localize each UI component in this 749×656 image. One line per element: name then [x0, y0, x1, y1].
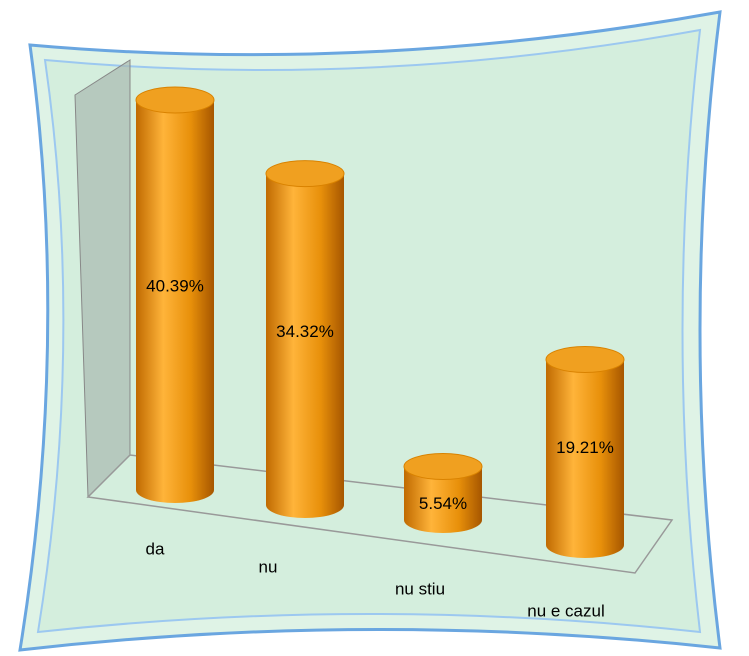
floor [86, 454, 674, 574]
cylinder-top [403, 453, 483, 481]
bar [265, 160, 345, 519]
cylinder-top [135, 86, 215, 114]
x-tick-label: nu [259, 557, 278, 576]
cylinder-top [545, 346, 625, 374]
data-label: 5.54% [419, 494, 467, 513]
x-tick-label: da [146, 539, 165, 558]
bars [135, 86, 625, 558]
data-label: 40.39% [146, 277, 204, 296]
data-label: 34.32% [276, 322, 334, 341]
x-tick-label: nu e cazul [527, 601, 605, 620]
cylinder-body [546, 359, 624, 558]
cylinder-body [266, 173, 344, 519]
bar [545, 346, 625, 558]
bar [403, 453, 483, 533]
cylinder-body [404, 466, 482, 533]
cylinder-body [136, 100, 214, 503]
bar [135, 86, 215, 503]
x-tick-label: nu stiu [395, 579, 445, 598]
cylinder-top [265, 160, 345, 188]
data-label: 19.21% [556, 438, 614, 457]
